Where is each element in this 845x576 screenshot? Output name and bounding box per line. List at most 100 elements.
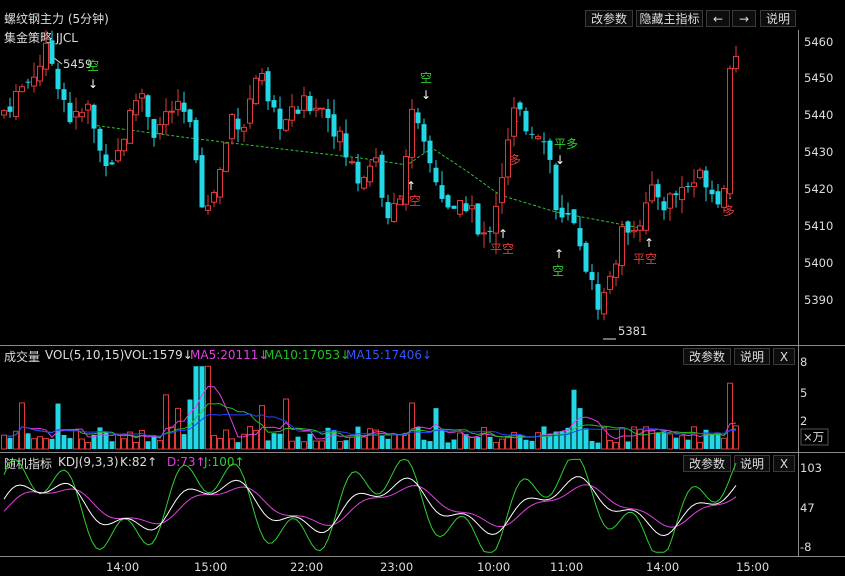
volume-bar xyxy=(7,437,13,449)
volume-bar xyxy=(553,431,559,449)
volume-bar xyxy=(637,429,643,450)
volume-bar xyxy=(475,437,481,449)
candle-body xyxy=(241,126,247,132)
candle-body xyxy=(313,107,319,111)
volume-bar xyxy=(187,399,193,449)
time-tick: 14:00 xyxy=(106,560,139,574)
candle-body xyxy=(145,95,151,117)
volume-bar xyxy=(697,441,703,450)
volume-bar xyxy=(565,427,571,449)
time-tick: 22:00 xyxy=(290,560,323,574)
volume-bar xyxy=(385,438,391,449)
time-tick: 14:00 xyxy=(646,560,679,574)
volume-bar xyxy=(643,426,649,450)
candle-body xyxy=(511,107,517,137)
volume-bar xyxy=(289,440,295,450)
kdj-d-line xyxy=(3,484,737,528)
candle-body xyxy=(409,108,415,158)
low-price-label: 5381 xyxy=(618,324,647,338)
volume-bar xyxy=(43,438,49,450)
candle-body xyxy=(295,109,301,114)
candle-body xyxy=(109,162,115,165)
volume-bar xyxy=(211,435,217,450)
time-tick: 15:00 xyxy=(194,560,227,574)
kdj-close-icon[interactable]: X xyxy=(773,455,795,472)
volume-bar xyxy=(247,426,253,450)
candle-body xyxy=(535,136,541,140)
volume-bar xyxy=(613,442,619,450)
volume-bar xyxy=(241,433,247,450)
volume-bar xyxy=(145,441,151,449)
price-tick: 5420 xyxy=(804,182,833,196)
candle-body xyxy=(181,102,187,112)
arrow-up-icon: ↑ xyxy=(644,236,654,250)
help-button[interactable]: 说明 xyxy=(760,10,796,27)
candle-body xyxy=(523,110,529,132)
candle-body xyxy=(481,232,487,235)
time-axis: 14:00 15:00 22:00 23:00 10:00 11:00 14:0… xyxy=(106,560,769,574)
candle-body xyxy=(421,124,427,142)
volume-bar xyxy=(391,434,397,450)
scroll-left-icon[interactable]: ← xyxy=(706,10,730,27)
candle-body xyxy=(529,133,535,135)
volume-bar xyxy=(529,440,535,449)
candle-body xyxy=(319,107,325,110)
candle-body xyxy=(457,200,463,215)
scroll-right-icon[interactable]: → xyxy=(732,10,756,27)
volume-bar xyxy=(277,433,283,449)
volume-bar xyxy=(619,427,625,450)
candle-body xyxy=(673,193,679,196)
candle-body xyxy=(433,167,439,183)
candle-body xyxy=(133,100,139,116)
volume-bar xyxy=(325,427,331,449)
candle-body xyxy=(547,140,553,160)
candle-body xyxy=(619,226,625,267)
volume-params-button[interactable]: 改参数 xyxy=(683,348,731,365)
volume-bar xyxy=(163,394,169,450)
hide-main-indicator-button[interactable]: 隐藏主指标 xyxy=(636,10,703,27)
volume-bar xyxy=(379,435,385,449)
volume-bar xyxy=(373,429,379,450)
candle-body xyxy=(67,102,73,123)
candle-body xyxy=(649,184,655,202)
candle-body xyxy=(169,110,175,113)
volume-bar xyxy=(655,432,661,449)
kdj-params-button[interactable]: 改参数 xyxy=(683,455,731,472)
price-axis: 5460 5450 5440 5430 5420 5410 5400 5390 xyxy=(804,35,833,307)
volume-bar xyxy=(505,437,511,450)
volume-bar xyxy=(439,430,445,449)
volume-ma10: MA10:17053↓ xyxy=(264,348,351,362)
volume-bar xyxy=(631,426,637,450)
volume-bar xyxy=(607,440,613,450)
candle-body xyxy=(193,120,199,161)
candle-body xyxy=(469,205,475,210)
candle-body xyxy=(625,221,631,233)
candle-body xyxy=(613,263,619,278)
signal-short: 空 xyxy=(87,59,99,73)
candle-body xyxy=(571,209,577,224)
volume-bar xyxy=(151,435,157,449)
volume-bar xyxy=(493,442,499,450)
candle-body xyxy=(343,133,349,158)
candle-body xyxy=(727,67,733,195)
volume-bar xyxy=(199,366,205,449)
candle-body xyxy=(703,170,709,188)
volume-bar xyxy=(733,425,739,450)
kdj-help-button[interactable]: 说明 xyxy=(734,455,770,472)
volume-bar xyxy=(235,442,241,449)
volume-bar xyxy=(673,437,679,449)
candle-body xyxy=(151,119,157,138)
time-tick: 10:00 xyxy=(477,560,510,574)
candle-body xyxy=(517,102,523,110)
volume-help-button[interactable]: 说明 xyxy=(734,348,770,365)
volume-close-icon[interactable]: X xyxy=(773,348,795,365)
candle-body xyxy=(253,77,259,105)
kdj-indicator-name: KDJ(9,3,3) xyxy=(58,455,119,469)
change-params-button[interactable]: 改参数 xyxy=(585,10,633,27)
candle-body xyxy=(691,182,697,188)
candle-body xyxy=(337,130,343,143)
candle-body xyxy=(355,161,361,184)
price-tick: 5400 xyxy=(804,256,833,270)
candle-body xyxy=(217,168,223,198)
arrow-up-icon: ↑ xyxy=(498,227,508,241)
